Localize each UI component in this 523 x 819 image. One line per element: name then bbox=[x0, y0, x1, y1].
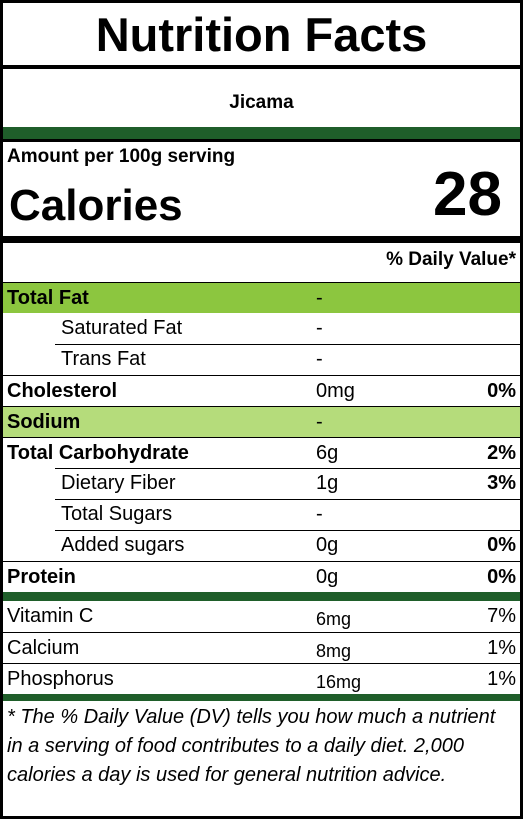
nutrient-percent: 2% bbox=[487, 442, 516, 464]
nutrient-amount: 0mg bbox=[316, 380, 355, 402]
nutrient-row-cholesterol: Cholesterol 0mg 0% bbox=[3, 375, 520, 406]
nutrient-amount: 1g bbox=[316, 472, 339, 494]
food-name: Jicama bbox=[229, 92, 294, 113]
vitamin-percent: 7% bbox=[487, 605, 516, 627]
label-title: Nutrition Facts bbox=[95, 8, 428, 61]
nutrient-name: Total Fat bbox=[7, 287, 89, 309]
nutrient-amount: - bbox=[316, 287, 323, 309]
nutrient-percent: 0% bbox=[487, 380, 516, 402]
serving-amount: Amount per 100g serving bbox=[7, 146, 236, 167]
nutrient-name: Added sugars bbox=[61, 534, 185, 556]
nutrient-name: Protein bbox=[7, 566, 76, 588]
nutrient-amount: 6g bbox=[316, 442, 339, 464]
nutrient-amount: - bbox=[316, 411, 323, 433]
nutrient-name: Cholesterol bbox=[7, 380, 118, 402]
nutrient-name: Dietary Fiber bbox=[61, 472, 176, 494]
nutrient-row-dietary-fiber: Dietary Fiber 1g 3% bbox=[3, 468, 520, 499]
daily-value-header: % Daily Value* bbox=[386, 249, 516, 270]
vitamin-percent: 1% bbox=[487, 668, 516, 690]
footnote-divider bbox=[3, 694, 520, 701]
nutrient-name: Saturated Fat bbox=[61, 317, 183, 339]
nutrient-row-total-carbohydrate: Total Carbohydrate 6g 2% bbox=[3, 437, 520, 468]
vitamin-amount: 8mg bbox=[316, 641, 352, 661]
vitamins-divider bbox=[3, 592, 520, 601]
nutrient-row-total-fat: Total Fat - bbox=[3, 282, 520, 313]
nutrient-name: Total Sugars bbox=[61, 503, 173, 525]
nutrient-name: Total Carbohydrate bbox=[7, 442, 189, 464]
divider bbox=[3, 139, 520, 142]
nutrient-name: Trans Fat bbox=[61, 348, 146, 370]
vitamin-percent: 1% bbox=[487, 637, 516, 659]
nutrient-row-sodium: Sodium - bbox=[3, 406, 520, 437]
nutrient-row-trans-fat: Trans Fat - bbox=[3, 344, 520, 375]
nutrient-amount: 0g bbox=[316, 566, 339, 588]
vitamin-amount: 6mg bbox=[316, 609, 352, 629]
nutrient-amount: 0g bbox=[316, 534, 339, 556]
nutrient-percent: 3% bbox=[487, 472, 516, 494]
calories-label: Calories bbox=[9, 181, 183, 230]
indent-divider bbox=[55, 468, 520, 469]
nutrient-row-saturated-fat: Saturated Fat - bbox=[3, 313, 520, 344]
nutrient-percent: 0% bbox=[487, 534, 516, 556]
nutrient-amount: - bbox=[316, 317, 323, 339]
nutrient-row-added-sugars: Added sugars 0g 0% bbox=[3, 530, 520, 561]
vitamin-amount: 16mg bbox=[316, 672, 362, 692]
vitamin-row-phosphorus: Phosphorus 16mg 1% bbox=[3, 663, 520, 694]
vitamin-name: Calcium bbox=[7, 637, 80, 659]
vitamin-name: Vitamin C bbox=[7, 605, 94, 627]
nutrient-name: Sodium bbox=[7, 411, 81, 433]
nutrient-row-total-sugars: Total Sugars - bbox=[3, 499, 520, 530]
vitamin-row-calcium: Calcium 8mg 1% bbox=[3, 632, 520, 663]
nutrient-amount: - bbox=[316, 348, 323, 370]
nutrient-amount: - bbox=[316, 503, 323, 525]
nutrient-row-protein: Protein 0g 0% bbox=[3, 561, 520, 592]
footnote: * The % Daily Value (DV) tells you how m… bbox=[7, 706, 496, 786]
title-divider bbox=[3, 65, 520, 69]
vitamin-name: Phosphorus bbox=[7, 668, 114, 690]
nutrient-percent: 0% bbox=[487, 566, 516, 588]
calories-divider bbox=[3, 236, 520, 243]
calories-value: 28 bbox=[433, 160, 502, 229]
indent-divider bbox=[55, 344, 520, 345]
thick-divider bbox=[3, 127, 520, 139]
vitamin-row-vitamin-c: Vitamin C 6mg 7% bbox=[3, 601, 520, 632]
indent-divider bbox=[55, 530, 520, 531]
indent-divider bbox=[55, 499, 520, 500]
